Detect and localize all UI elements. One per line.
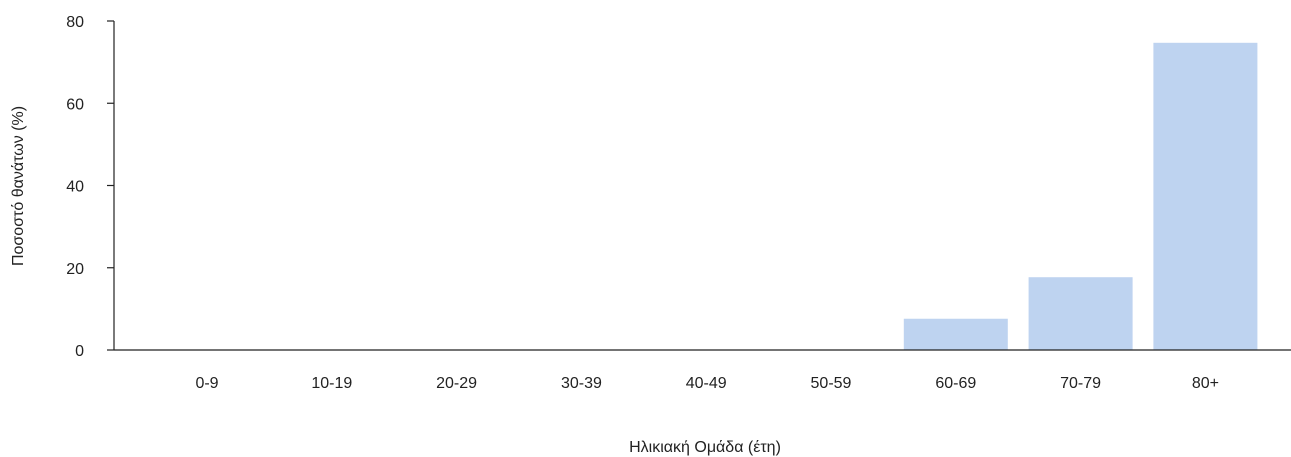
bar-60-69	[903, 318, 1008, 350]
y-tick-label: 20	[66, 261, 84, 278]
x-axis: 0-9 10-19 20-29 30-39 40-49 50-59 60-69 70-79 80…	[114, 349, 1291, 392]
bar-80+	[1153, 42, 1258, 350]
x-tick-label: 60-69	[935, 375, 976, 392]
x-tick-label: 30-39	[561, 375, 602, 392]
x-tick-label: 50-59	[811, 375, 852, 392]
y-tick-label: 60	[66, 96, 84, 113]
bar-70-79	[1028, 277, 1133, 350]
x-axis-title: Ηλικιακή Ομάδα (έτη)	[629, 439, 781, 456]
y-tick-label: 80	[66, 14, 84, 31]
y-tick-label: 0	[75, 343, 84, 360]
x-tick-label: 70-79	[1060, 375, 1101, 392]
y-tick-label: 40	[66, 179, 84, 196]
y-axis-title: Ποσοστό θανάτων (%)	[10, 106, 27, 266]
y-axis: 0 20 40 60 80	[66, 14, 115, 360]
x-tick-label: 10-19	[311, 375, 352, 392]
x-tick-label: 40-49	[686, 375, 727, 392]
x-tick-label: 80+	[1192, 375, 1219, 392]
x-tick-label: 0-9	[195, 375, 218, 392]
x-tick-label: 20-29	[436, 375, 477, 392]
bars-group	[903, 42, 1258, 350]
